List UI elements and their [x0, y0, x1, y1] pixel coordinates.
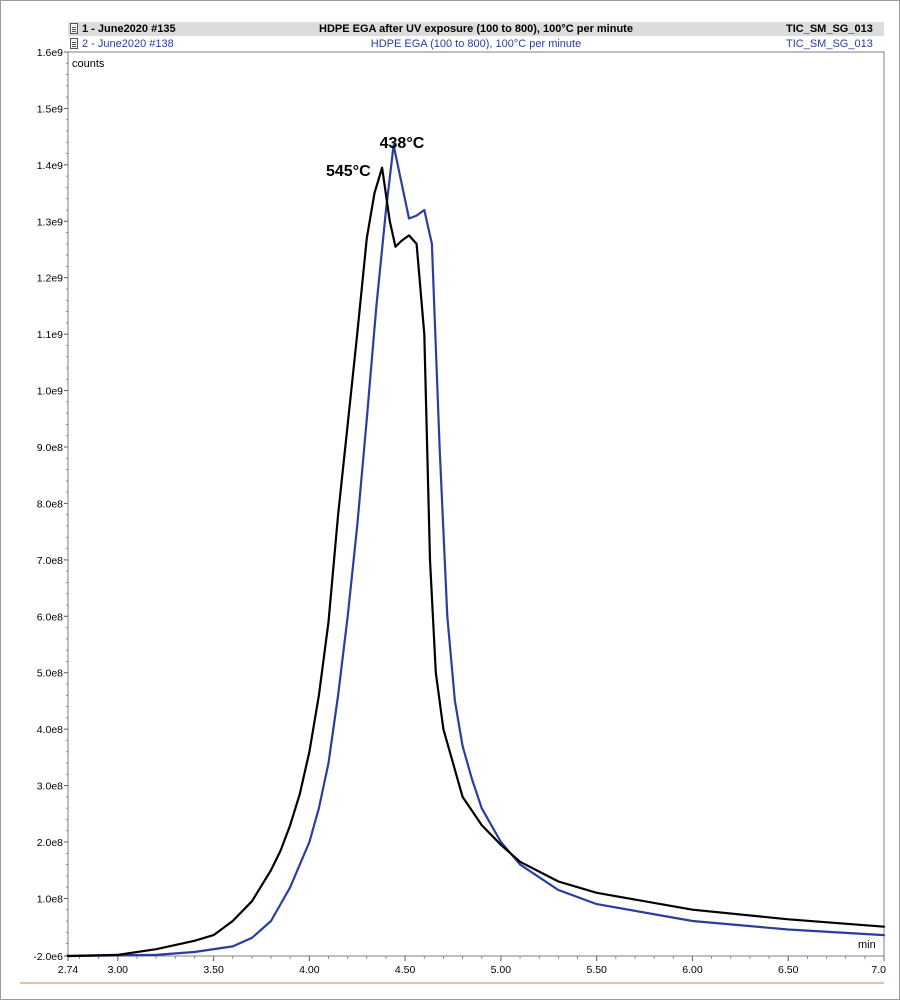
y-tick-label: 9.0e8: [37, 442, 63, 454]
y-tick-label: 8.0e8: [37, 498, 63, 510]
document-icon: [70, 23, 78, 34]
y-tick-label: 5.0e8: [37, 668, 63, 680]
trace-2-id: TIC_SM_SG_013: [786, 38, 873, 50]
trace-row-2[interactable]: 2 - June2020 #138 HDPE EGA (100 to 800),…: [68, 37, 884, 51]
y-axis: -2.0e6 1.0e8 2.0e8 3.0e8 4.0e8 5.0e8 6.0e8 7.0e…: [33, 47, 68, 963]
y-tick-label: 2.0e8: [37, 837, 63, 849]
x-tick-label: 4.00: [299, 964, 320, 976]
y-tick-label: 1.5e9: [37, 103, 63, 115]
x-tick-label: 5.00: [491, 964, 512, 976]
y-tick-label: 3.0e8: [37, 781, 63, 793]
trace-1-title: HDPE EGA after UV exposure (100 to 800),…: [319, 23, 633, 35]
series-group: [66, 144, 886, 958]
x-tick-label: 2.74: [58, 964, 79, 976]
trace-2-title: HDPE EGA (100 to 800), 100°C per minute: [370, 38, 582, 50]
x-axis-unit: min: [858, 939, 876, 951]
y-tick-label: 6.0e8: [37, 611, 63, 623]
x-tick-label: 4.50: [395, 964, 416, 976]
series-line-2: [66, 144, 886, 958]
y-tick-label: -2.0e6: [33, 951, 63, 963]
y-tick-label: 7.0e8: [37, 555, 63, 567]
y-tick-label: 1.3e9: [37, 216, 63, 228]
trace-2-name: 2 - June2020 #138: [82, 38, 174, 50]
trace-header: 1 - June2020 #135 HDPE EGA after UV expo…: [68, 20, 884, 52]
x-axis: 2.74 3.00 3.50 4.00 4.50 5.00 5.50 6.00 6.50 7.0: [58, 956, 886, 976]
plot-area: [67, 51, 885, 957]
y-tick-label: 4.0e8: [37, 724, 63, 736]
y-tick-label: 1.0e8: [37, 893, 63, 905]
peak-label: 545°C: [326, 163, 371, 180]
y-tick-label: 1.0e9: [37, 386, 63, 398]
trace-row-1[interactable]: 1 - June2020 #135 HDPE EGA after UV expo…: [68, 22, 884, 36]
y-tick-label: 1.1e9: [37, 329, 63, 341]
peak-label: 438°C: [380, 135, 425, 152]
annotations-group: 545°C 438°C: [326, 135, 425, 180]
x-tick-label: 7.0: [871, 964, 886, 976]
series-line-1: [66, 166, 886, 958]
trace-1-name: 1 - June2020 #135: [82, 23, 176, 35]
x-tick-label: 6.50: [778, 964, 799, 976]
x-tick-label: 5.50: [586, 964, 607, 976]
x-tick-label: 3.50: [203, 964, 224, 976]
trace-1-id: TIC_SM_SG_013: [786, 23, 873, 35]
document-icon: [70, 38, 78, 49]
x-tick-label: 6.00: [682, 964, 703, 976]
y-axis-unit: counts: [72, 58, 105, 70]
x-tick-label: 3.00: [108, 964, 129, 976]
y-tick-label: 1.4e9: [37, 160, 63, 172]
y-tick-label: 1.2e9: [37, 273, 63, 285]
y-tick-label: 1.6e9: [37, 47, 63, 59]
